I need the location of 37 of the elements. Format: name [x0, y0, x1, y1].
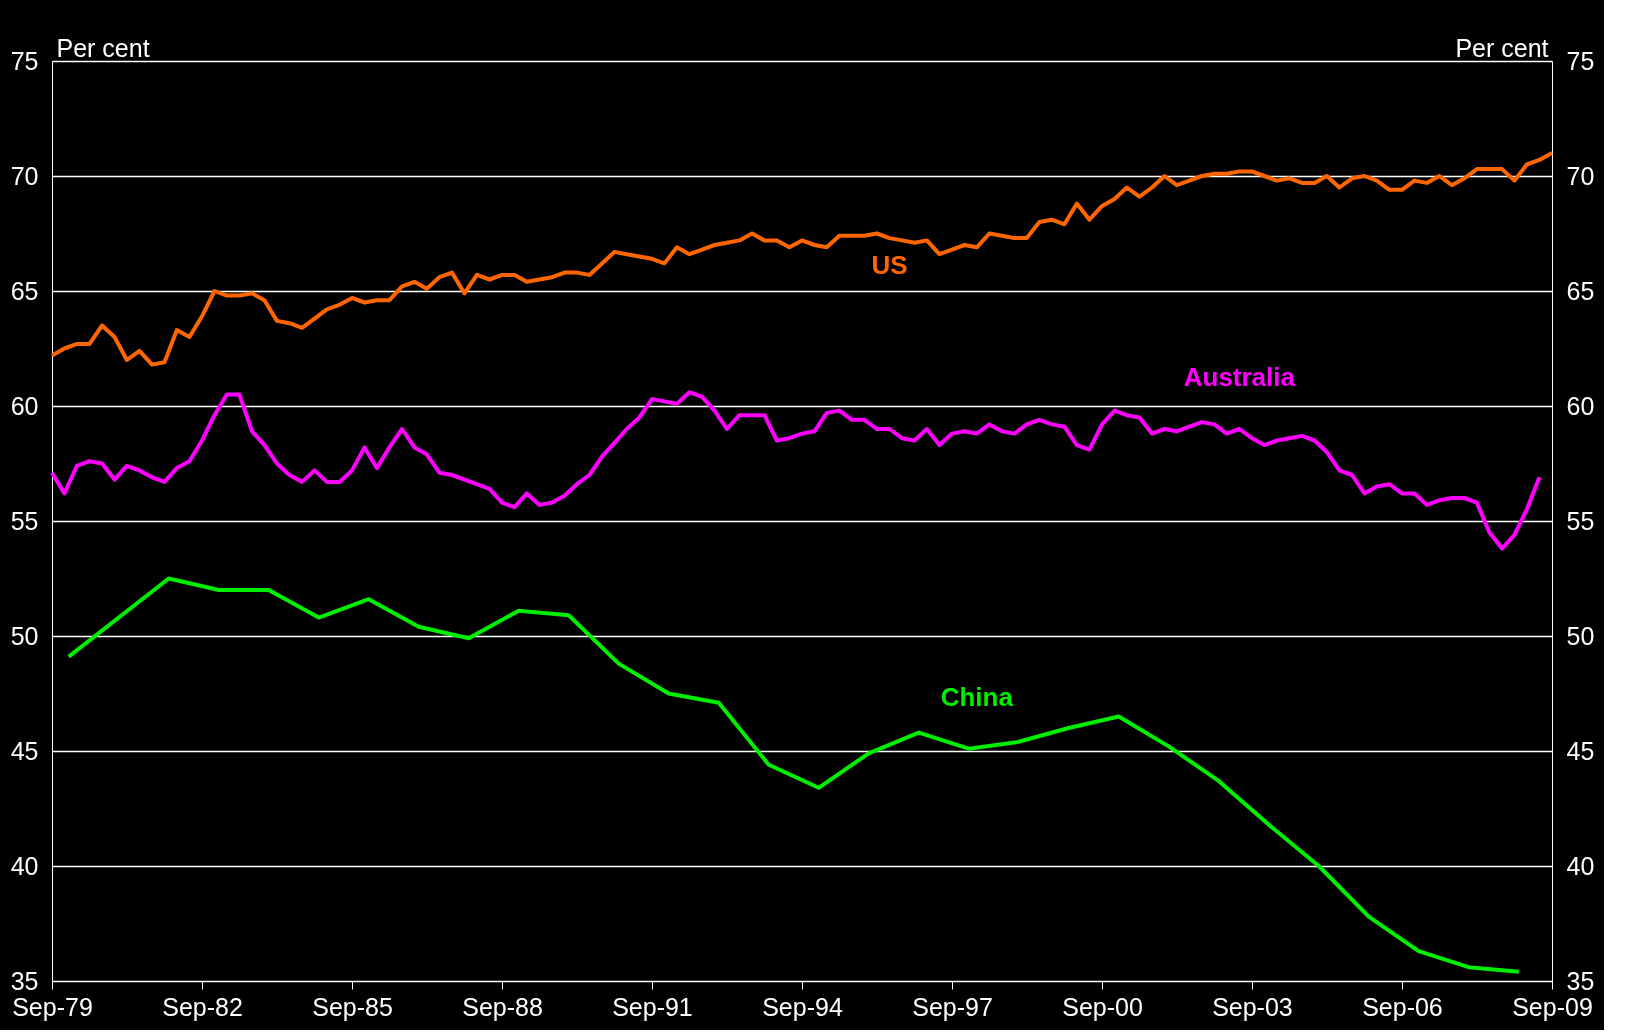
x-tick-label: Sep-97 [912, 992, 993, 1021]
y-axis-title: Per cent [56, 33, 150, 62]
y2-tick-label: 65 [1566, 276, 1595, 305]
y-tick-label: 70 [10, 161, 39, 190]
series-label: China [940, 682, 1014, 713]
x-tick-label: Sep-79 [12, 992, 93, 1021]
x-tick-label: Sep-06 [1362, 992, 1443, 1021]
x-tick-label: Sep-88 [462, 992, 543, 1021]
line-series [50, 390, 1542, 551]
y-tick-label: 40 [10, 851, 39, 880]
x-tick-label: Sep-91 [612, 992, 693, 1021]
y-tick-label: 75 [10, 46, 39, 75]
y-tick-label: 35 [10, 966, 39, 995]
x-tick-label: Sep-09 [1512, 992, 1593, 1021]
line-series [50, 151, 1554, 367]
y2-tick-label: 75 [1566, 46, 1595, 75]
line-series [66, 576, 1521, 974]
y2-tick-label: 60 [1566, 391, 1595, 420]
y-tick-label: 50 [10, 621, 39, 650]
y-tick-label: 60 [10, 391, 39, 420]
x-tick-label: Sep-85 [312, 992, 393, 1021]
y2-tick-label: 40 [1566, 851, 1595, 880]
y2-axis-title: Per cent [1455, 33, 1549, 62]
y2-tick-label: 55 [1566, 506, 1595, 535]
y-tick-label: 65 [10, 276, 39, 305]
x-tick-label: Sep-82 [162, 992, 243, 1021]
y2-tick-label: 35 [1566, 966, 1595, 995]
x-tick-label: Sep-94 [762, 992, 843, 1021]
y-tick-label: 55 [10, 506, 39, 535]
series-label: Australia [1183, 362, 1296, 393]
x-tick-label: Sep-03 [1212, 992, 1293, 1021]
y-tick-label: 45 [10, 736, 39, 765]
y2-tick-label: 45 [1566, 736, 1595, 765]
y2-tick-label: 50 [1566, 621, 1595, 650]
series-label: US [871, 249, 908, 280]
y2-tick-label: 70 [1566, 161, 1595, 190]
x-tick-label: Sep-00 [1062, 992, 1143, 1021]
